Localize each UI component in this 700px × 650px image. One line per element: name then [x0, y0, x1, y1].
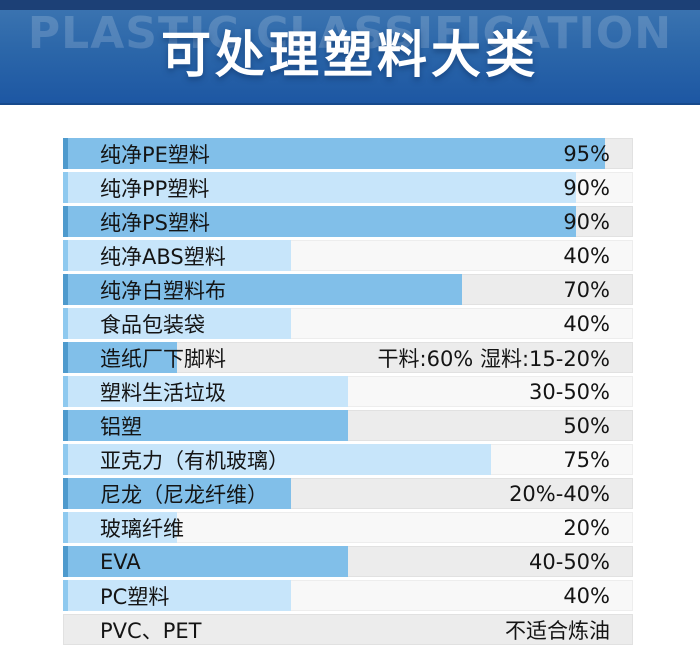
row-label: PVC、PET [100, 618, 202, 643]
row-label: 纯净ABS塑料 [100, 244, 226, 269]
page-title: 可处理塑料大类 [161, 26, 539, 84]
header-gradient [0, 10, 700, 103]
row-label: 食品包装袋 [100, 312, 205, 337]
chart-row: 纯净ABS塑料 40% [63, 240, 633, 271]
value-bar [63, 240, 291, 271]
header-banner: PLASTIC CLASSIFICATION 可处理塑料大类 [0, 0, 700, 105]
row-label: 尼龙（尼龙纤维） [100, 482, 268, 507]
value-bar [63, 580, 291, 611]
chart-row: 食品包装袋 40% [63, 308, 633, 339]
chart-row: 尼龙（尼龙纤维） 20%-40% [63, 478, 633, 509]
value-bar [63, 342, 177, 373]
chart-row: 纯净PP塑料 90% [63, 172, 633, 203]
row-value: 40% [563, 311, 610, 336]
row-value: 40% [563, 583, 610, 608]
chart-row: 纯净白塑料布 70% [63, 274, 633, 305]
row-value: 70% [563, 277, 610, 302]
value-bar [63, 444, 491, 475]
value-bar [63, 308, 291, 339]
bar-chart: 纯净PE塑料 95% 纯净PP塑料 90% 纯净PS塑料 90% 纯净ABS塑料… [63, 138, 633, 648]
row-label: 铝塑 [100, 414, 142, 439]
value-bar [63, 478, 291, 509]
row-label: PC塑料 [100, 584, 170, 609]
chart-row: 亚克力（有机玻璃） 75% [63, 444, 633, 475]
chart-row: 纯净PE塑料 95% [63, 138, 633, 169]
chart-row: 玻璃纤维 20% [63, 512, 633, 543]
value-bar [63, 512, 177, 543]
row-value: 30-50% [529, 379, 610, 404]
value-bar [63, 376, 348, 407]
value-bar [63, 172, 576, 203]
chart-row: PC塑料 40% [63, 580, 633, 611]
row-value: 40-50% [529, 549, 610, 574]
header-underline [0, 103, 700, 105]
row-label: 纯净PE塑料 [100, 142, 210, 167]
chart-row: PVC、PET 不适合炼油 [63, 614, 633, 645]
row-value: 20%-40% [509, 481, 610, 506]
header-top-band [0, 0, 700, 10]
row-value: 90% [563, 209, 610, 234]
value-bar [63, 206, 576, 237]
chart-row: EVA 40-50% [63, 546, 633, 577]
value-bar [63, 546, 348, 577]
row-value: 20% [563, 515, 610, 540]
row-label: 塑料生活垃圾 [100, 380, 226, 405]
header-watermark: PLASTIC CLASSIFICATION [27, 8, 673, 59]
row-value: 90% [563, 175, 610, 200]
row-value: 95% [563, 141, 610, 166]
value-bar [63, 138, 605, 169]
row-value: 干料:60% 湿料:15-20% [377, 346, 610, 371]
row-label: 造纸厂下脚料 [100, 346, 226, 371]
chart-row: 纯净PS塑料 90% [63, 206, 633, 237]
value-bar [63, 274, 462, 305]
chart-row: 塑料生活垃圾 30-50% [63, 376, 633, 407]
row-value: 50% [563, 413, 610, 438]
row-label: 亚克力（有机玻璃） [100, 448, 289, 473]
chart-row: 铝塑 50% [63, 410, 633, 441]
chart-row: 造纸厂下脚料 干料:60% 湿料:15-20% [63, 342, 633, 373]
value-bar [63, 410, 348, 441]
row-label: 纯净PP塑料 [100, 176, 210, 201]
row-label: 玻璃纤维 [100, 516, 184, 541]
row-label: 纯净白塑料布 [100, 278, 226, 303]
row-label: 纯净PS塑料 [100, 210, 210, 235]
row-value: 不适合炼油 [505, 618, 610, 643]
row-value: 40% [563, 243, 610, 268]
row-value: 75% [563, 447, 610, 472]
row-label: EVA [100, 549, 141, 574]
